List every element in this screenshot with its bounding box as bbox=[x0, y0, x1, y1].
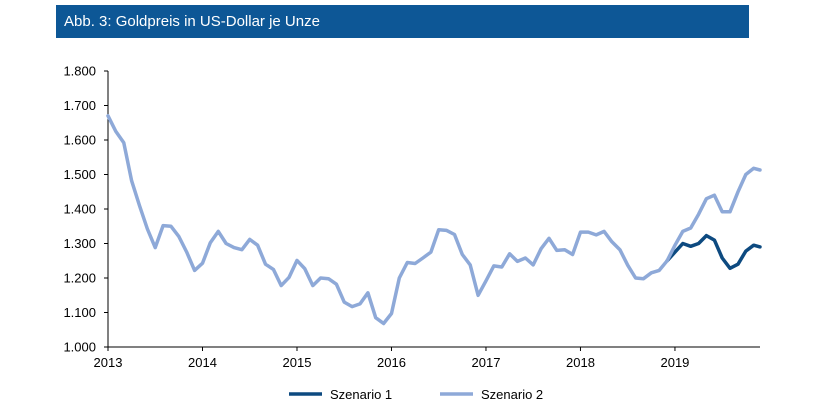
y-tick-label: 1.500 bbox=[63, 167, 96, 182]
x-tick-label: 2016 bbox=[377, 355, 406, 370]
y-tick-label: 1.100 bbox=[63, 305, 96, 320]
y-tick-label: 1.400 bbox=[63, 202, 96, 217]
x-tick-label: 2018 bbox=[566, 355, 595, 370]
axes bbox=[107, 71, 760, 348]
x-tick-label: 2014 bbox=[188, 355, 217, 370]
x-tick-label: 2015 bbox=[283, 355, 312, 370]
y-tick-label: 1.600 bbox=[63, 133, 96, 148]
y-axis-ticks: 1.000 1.100 1.200 1.300 1.400 1.500 1.600 1.700… bbox=[63, 64, 108, 355]
legend-label-szenario-1: Szenario 1 bbox=[330, 387, 392, 402]
y-tick-label: 1.700 bbox=[63, 98, 96, 113]
x-tick-label: 2019 bbox=[660, 355, 689, 370]
x-tick-label: 2017 bbox=[472, 355, 501, 370]
legend: Szenario 1 Szenario 2 bbox=[289, 387, 543, 402]
series-lines bbox=[106, 114, 762, 326]
y-tick-label: 1.200 bbox=[63, 271, 96, 286]
x-tick-label: 2013 bbox=[94, 355, 123, 370]
x-axis-ticks: 2013 2014 2015 2016 2017 2018 2019 bbox=[94, 347, 689, 370]
y-tick-label: 1.800 bbox=[63, 64, 96, 79]
series-line-szenario-1 bbox=[665, 233, 762, 271]
y-tick-label: 1.300 bbox=[63, 236, 96, 251]
chart-title: Abb. 3: Goldpreis in US-Dollar je Unze bbox=[56, 5, 749, 38]
y-tick-label: 1.000 bbox=[63, 340, 96, 355]
series-line-szenario-2 bbox=[106, 114, 762, 326]
legend-label-szenario-2: Szenario 2 bbox=[481, 387, 543, 402]
